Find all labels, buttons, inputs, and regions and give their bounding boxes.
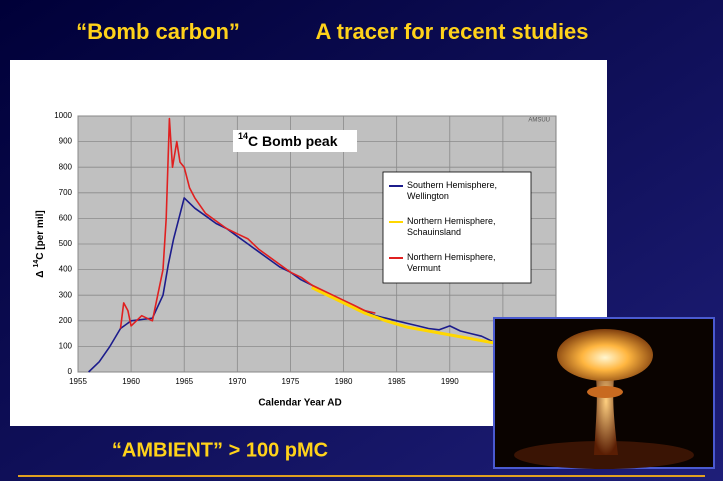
chart-title: 14C Bomb peak bbox=[238, 131, 338, 148]
slide-title-right: A tracer for recent studies bbox=[315, 19, 588, 44]
legend-label: Southern Hemisphere, Wellington bbox=[407, 180, 497, 201]
y-tick-label: 700 bbox=[59, 188, 73, 197]
series-line bbox=[88, 197, 493, 373]
photo bbox=[493, 317, 715, 469]
y-label-prefix: Δ bbox=[35, 271, 46, 278]
y-tick-label: 800 bbox=[59, 162, 73, 171]
y-label-text: C [per mil] bbox=[35, 210, 46, 259]
x-tick-label: 1975 bbox=[282, 377, 300, 386]
slide-title-left: “Bomb carbon” bbox=[76, 19, 240, 44]
x-tick-label: 1955 bbox=[69, 377, 87, 386]
plot: 0 100 200 300 400 500 600 700 800 900 1000 1955 1960… bbox=[33, 111, 557, 409]
legend-box bbox=[382, 171, 532, 284]
x-tick-label: 1970 bbox=[228, 377, 246, 386]
x-tick-label: 1960 bbox=[122, 377, 140, 386]
y-tick-label: 200 bbox=[59, 316, 73, 325]
y-tick-label: 1000 bbox=[54, 111, 72, 120]
series-line bbox=[311, 286, 504, 347]
x-tick-label: 1985 bbox=[388, 377, 406, 386]
footer-text: “AMBIENT” > 100 pMC bbox=[112, 439, 328, 461]
x-tick-label: 1990 bbox=[441, 377, 459, 386]
legend-label: Northern Hemisphere, Schauinsland bbox=[407, 216, 496, 237]
y-label-sup: 14 bbox=[33, 260, 40, 268]
y-tick-label: 500 bbox=[59, 239, 73, 248]
y-axis-label: Δ 14C [per mil] bbox=[33, 210, 46, 277]
y-tick-label: 600 bbox=[59, 214, 73, 223]
title-box bbox=[233, 130, 357, 152]
corner-label: AMSUU bbox=[528, 118, 550, 124]
x-tick-label: 1980 bbox=[335, 377, 353, 386]
y-tick-label: 0 bbox=[68, 367, 73, 376]
legend-label: Northern Hemisphere, Vermunt bbox=[407, 252, 496, 273]
series-line bbox=[119, 117, 376, 329]
title-sup: 14 bbox=[238, 131, 248, 141]
title-text: C Bomb peak bbox=[248, 133, 338, 149]
x-tick-label: 1965 bbox=[175, 377, 193, 386]
y-tick-label: 900 bbox=[59, 137, 73, 146]
x-axis-label: Calendar Year AD bbox=[258, 398, 341, 409]
y-tick-label: 100 bbox=[59, 342, 73, 351]
y-tick-label: 400 bbox=[59, 265, 73, 274]
y-tick-label: 300 bbox=[59, 290, 73, 299]
